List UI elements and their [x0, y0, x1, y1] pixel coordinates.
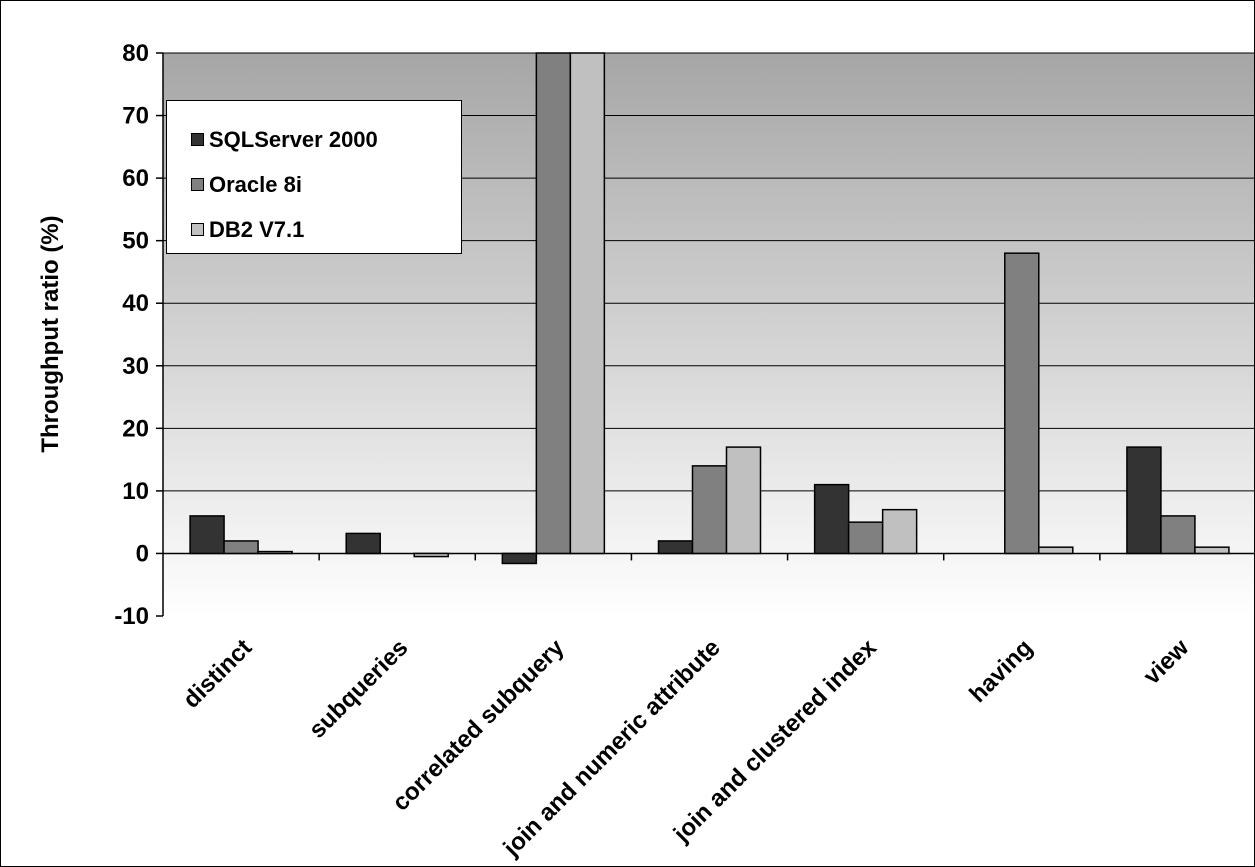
- x-tick-label-having: having: [964, 634, 1038, 708]
- legend-swatch-oracle: [191, 178, 204, 191]
- y-tick-label: 20: [122, 415, 149, 442]
- bar-sqlserver-2000-correlated-subquery: [501, 552, 538, 565]
- legend-item-oracle: Oracle 8i: [191, 162, 461, 207]
- bar-sqlserver-2000-join-and-numeric-attribute: [657, 540, 694, 555]
- bar-db2-v7-1-join-and-clustered-index: [881, 508, 918, 555]
- bar-sqlserver-2000-join-and-clustered-index: [813, 483, 850, 555]
- y-axis-title: Throughput ratio (%): [37, 215, 64, 452]
- y-tick-labels: -10 0 10 20 30 40 50 60 70 80: [114, 40, 149, 630]
- bar-oracle-8i-view: [1160, 515, 1196, 555]
- bar-db2-v7-1-correlated-subquery: [569, 52, 606, 555]
- legend-swatch-db2: [191, 223, 204, 236]
- bar-oracle-8i-join-and-clustered-index: [847, 521, 884, 555]
- x-tick-label-view: view: [1138, 634, 1194, 690]
- bar-oracle-8i-correlated-subquery: [535, 52, 572, 555]
- bar-db2-v7-1-distinct: [257, 550, 293, 555]
- x-tick-label-correlated-subquery: correlated subquery: [387, 634, 570, 817]
- bar-sqlserver-2000-view: [1126, 446, 1162, 555]
- bar-oracle-8i-join-and-numeric-attribute: [691, 465, 728, 555]
- gridlines: [163, 52, 1254, 492]
- legend-label-oracle: Oracle 8i: [209, 171, 302, 197]
- legend-label-db2: DB2 V7.1: [209, 216, 305, 242]
- bars: [189, 52, 1230, 565]
- bar-oracle-8i-distinct: [223, 540, 259, 555]
- y-tick-label: 70: [122, 103, 149, 130]
- y-tick-label: 10: [122, 478, 149, 505]
- bar-oracle-8i-having: [1004, 252, 1040, 555]
- y-tick-label: 60: [122, 165, 149, 192]
- y-tick-label: 40: [122, 290, 149, 317]
- x-tick-label-subqueries: subqueries: [304, 634, 414, 744]
- bar-sqlserver-2000-distinct: [189, 515, 225, 555]
- legend-swatch-sqlserver: [191, 133, 204, 146]
- y-tick-label: 0: [136, 540, 149, 567]
- bar-db2-v7-1-join-and-numeric-attribute: [725, 446, 762, 555]
- y-tick-label: 50: [122, 228, 149, 255]
- y-tick-label: 30: [122, 353, 149, 380]
- legend: SQLServer 2000 Oracle 8i DB2 V7.1: [166, 100, 462, 254]
- legend-label-sqlserver: SQLServer 2000: [209, 126, 378, 152]
- bar-sqlserver-2000-subqueries: [345, 532, 381, 555]
- y-tick-label: -10: [114, 603, 149, 630]
- y-tick-label: 80: [122, 40, 149, 67]
- legend-item-sqlserver: SQLServer 2000: [191, 117, 461, 162]
- bar-db2-v7-1-subqueries: [413, 552, 449, 558]
- x-tick-label-distinct: distinct: [178, 634, 257, 713]
- bar-db2-v7-1-having: [1038, 546, 1074, 555]
- bar-db2-v7-1-view: [1194, 546, 1230, 555]
- legend-item-db2: DB2 V7.1: [191, 207, 461, 252]
